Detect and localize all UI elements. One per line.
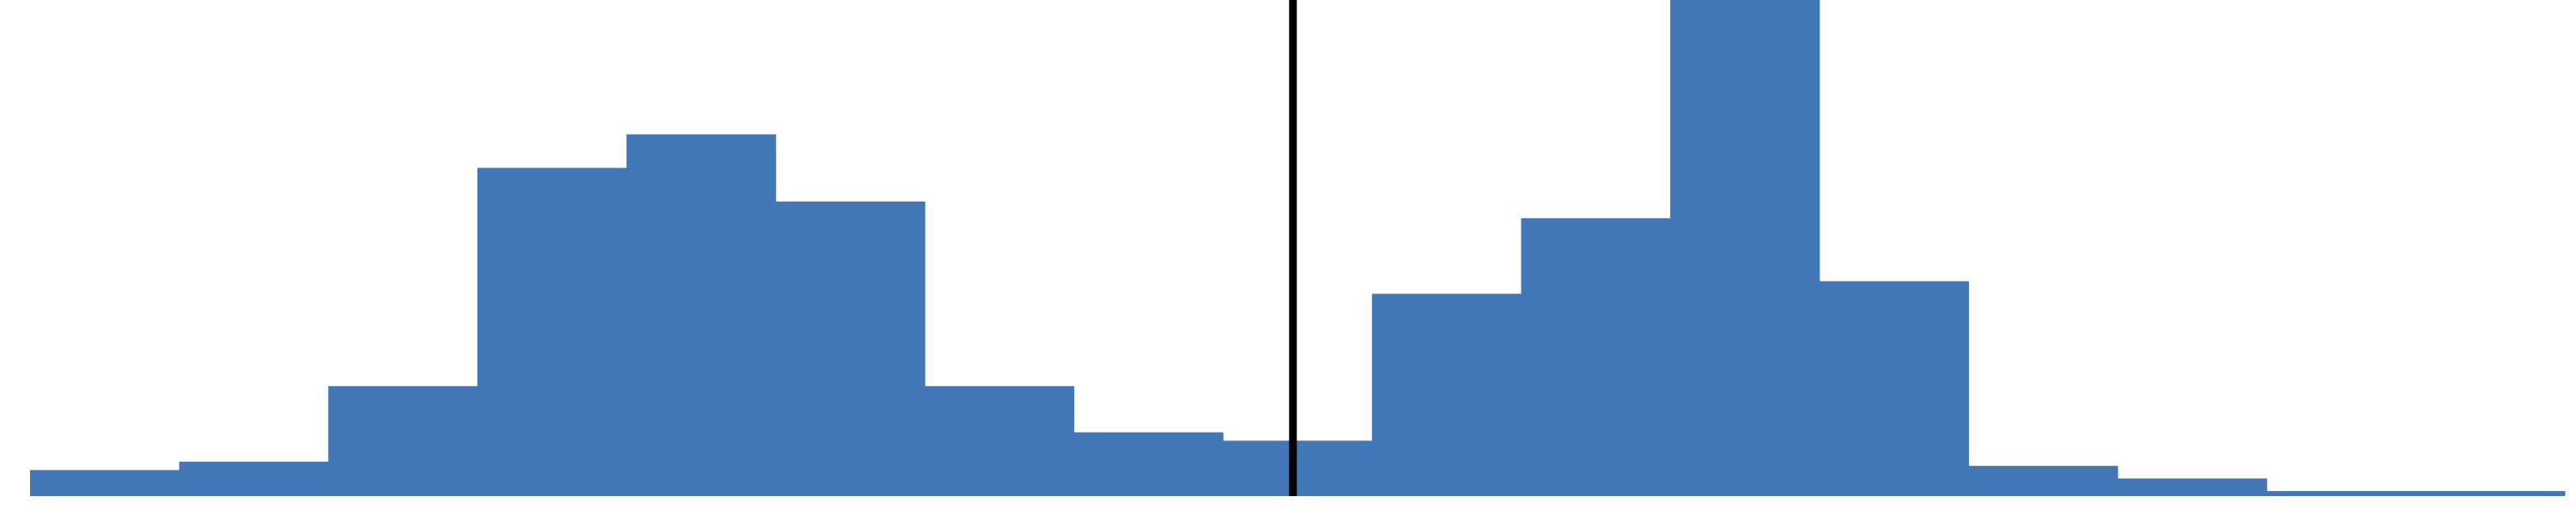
histogram-bar-11 xyxy=(1521,218,1671,495)
histogram-bar-2 xyxy=(179,461,329,495)
histogram-bar-10 xyxy=(1371,294,1522,495)
histogram-bar-4 xyxy=(477,167,628,495)
histogram-baseline xyxy=(30,492,2565,496)
histogram-bar-8 xyxy=(1073,432,1224,495)
histogram-bar-12 xyxy=(1670,0,1820,495)
histogram-bar-1 xyxy=(30,470,180,495)
histogram-bar-3 xyxy=(328,385,478,495)
histogram-bar-6 xyxy=(775,201,926,495)
histogram-bar-7 xyxy=(924,385,1075,495)
histogram-bar-14 xyxy=(1968,465,2118,495)
histogram-bar-5 xyxy=(626,134,776,495)
histogram-bar-9 xyxy=(1223,440,1373,495)
histogram-bar-13 xyxy=(1819,281,1970,495)
histogram-bar-15 xyxy=(2117,478,2268,495)
